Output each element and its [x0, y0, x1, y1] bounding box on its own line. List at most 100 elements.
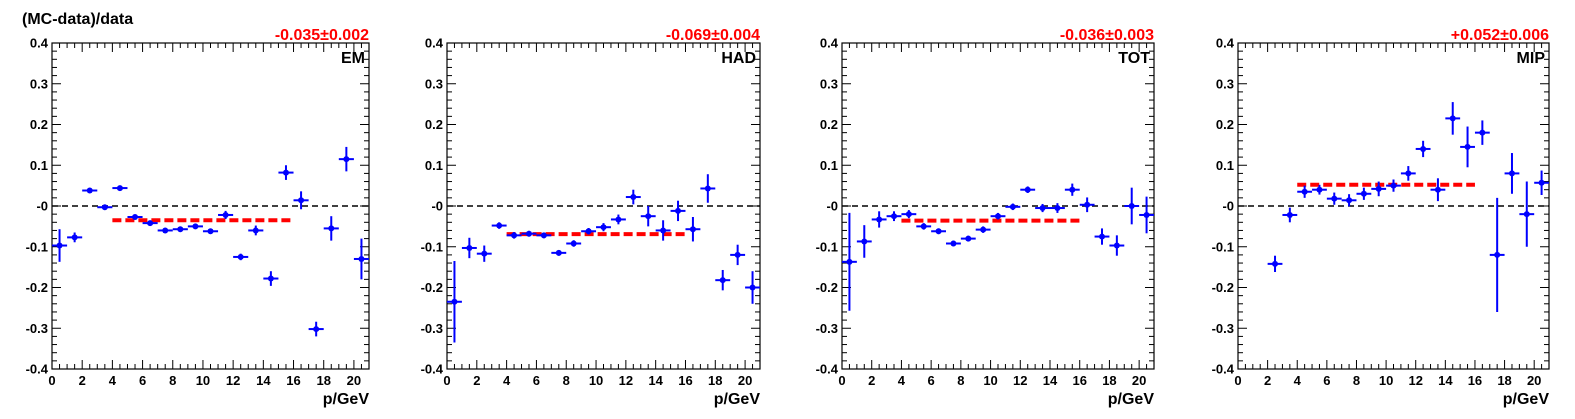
data-marker [86, 187, 93, 194]
x-tick-label: 4 [1294, 373, 1302, 388]
x-tick-label: 6 [139, 373, 146, 388]
data-marker [298, 197, 305, 204]
data-marker [1508, 170, 1515, 177]
data-point [52, 229, 68, 262]
data-point [871, 211, 887, 228]
data-marker [704, 185, 711, 192]
x-tick-label: 0 [1234, 373, 1241, 388]
panel-had: -0.4 -0.3 -0.2 -0.1 -0 0.1 0.2 0.3 0.4 0 2 4 6 8 10 12 1… [421, 27, 761, 408]
y-tick-label: -0 [826, 199, 838, 214]
data-point [1400, 166, 1416, 181]
data-point [1519, 181, 1535, 247]
x-tick-label: 10 [983, 373, 997, 388]
data-point [1430, 178, 1446, 202]
data-point [1297, 185, 1313, 198]
x-tick-label: 2 [868, 373, 875, 388]
data-point [842, 212, 857, 311]
data-point [97, 204, 113, 211]
fit-value-label: -0.069±0.004 [666, 27, 760, 44]
data-point [112, 185, 128, 192]
data-point [856, 225, 872, 258]
data-marker [1479, 129, 1486, 136]
data-point [491, 222, 507, 229]
y-tick-label: -0.1 [1212, 239, 1234, 254]
plot-frame [51, 42, 370, 370]
x-tick-label: 2 [473, 373, 480, 388]
data-marker [252, 227, 259, 234]
data-marker [719, 277, 726, 284]
y-tick-label: 0.4 [820, 36, 839, 51]
data-point [625, 189, 641, 205]
y-tick-label: 0.1 [30, 158, 48, 173]
data-marker [1360, 190, 1367, 197]
data-marker [555, 249, 562, 256]
data-point [715, 269, 731, 291]
x-tick-label: 10 [1379, 373, 1393, 388]
data-marker [1009, 203, 1016, 210]
x-tick-label: 18 [316, 373, 330, 388]
data-marker [995, 213, 1001, 220]
x-tick-label: 8 [169, 373, 176, 388]
y-tick-label: 0.2 [1216, 117, 1234, 132]
data-point [521, 230, 537, 237]
data-marker [950, 240, 957, 247]
data-marker [132, 214, 139, 221]
data-point [142, 220, 158, 227]
data-marker [749, 284, 756, 291]
x-tick-label: 18 [708, 373, 722, 388]
x-tick-label: 14 [648, 373, 663, 388]
y-tick-label: -0 [1222, 199, 1234, 214]
data-point [187, 223, 203, 230]
data-marker [192, 223, 199, 230]
data-marker [1420, 145, 1427, 152]
x-tick-label: 20 [1527, 373, 1541, 388]
data-marker [935, 228, 942, 235]
data-marker [511, 232, 518, 239]
y-tick-label: -0.4 [1212, 362, 1235, 377]
data-point [202, 228, 219, 235]
data-point [1356, 187, 1372, 200]
panel-tot: -0.4 -0.3 -0.2 -0.1 -0 0.1 0.2 0.3 0.4 0 2 4 6 8 10 12 1… [816, 27, 1155, 408]
data-marker [1084, 201, 1091, 208]
data-marker [600, 224, 607, 231]
y-tick-label: -0.3 [26, 321, 48, 336]
y-tick-label: -0.2 [26, 280, 48, 295]
x-tick-label: 0 [443, 373, 450, 388]
data-marker [965, 235, 972, 242]
x-tick-label: 20 [738, 373, 752, 388]
data-marker [328, 225, 335, 232]
x-tick-label: 16 [1468, 373, 1482, 388]
data-point [1035, 203, 1050, 213]
data-marker [1434, 186, 1441, 193]
data-marker [846, 258, 853, 265]
data-marker [116, 185, 123, 192]
data-marker [1286, 211, 1293, 218]
data-marker [481, 250, 488, 257]
y-tick-label: 0.3 [820, 76, 838, 91]
x-tick-label: 6 [928, 373, 935, 388]
data-point [293, 191, 309, 210]
data-point [1341, 194, 1357, 207]
data-point [1267, 255, 1283, 273]
x-axis-label: p/GeV [1503, 391, 1550, 408]
data-point [218, 210, 234, 220]
data-point [1386, 179, 1401, 192]
y-tick-label: -0.2 [421, 280, 443, 295]
data-marker [222, 211, 229, 218]
data-point [596, 223, 611, 232]
data-marker [1143, 211, 1150, 218]
data-marker [1316, 186, 1323, 193]
x-tick-label: 12 [619, 373, 633, 388]
data-point [685, 217, 701, 242]
data-point [476, 245, 492, 262]
data-point [551, 249, 567, 256]
data-marker [980, 226, 987, 233]
data-point [1094, 228, 1110, 245]
y-tick-label: -0.1 [26, 239, 48, 254]
y-tick-label: -0 [36, 199, 48, 214]
data-marker [1405, 170, 1412, 177]
data-point [447, 261, 462, 343]
panel-mip: -0.4 -0.3 -0.2 -0.1 -0 0.1 0.2 0.3 0.4 0 2 4 6 8 10 12 1… [1212, 27, 1550, 408]
fit-value-label: -0.035±0.002 [275, 27, 369, 44]
